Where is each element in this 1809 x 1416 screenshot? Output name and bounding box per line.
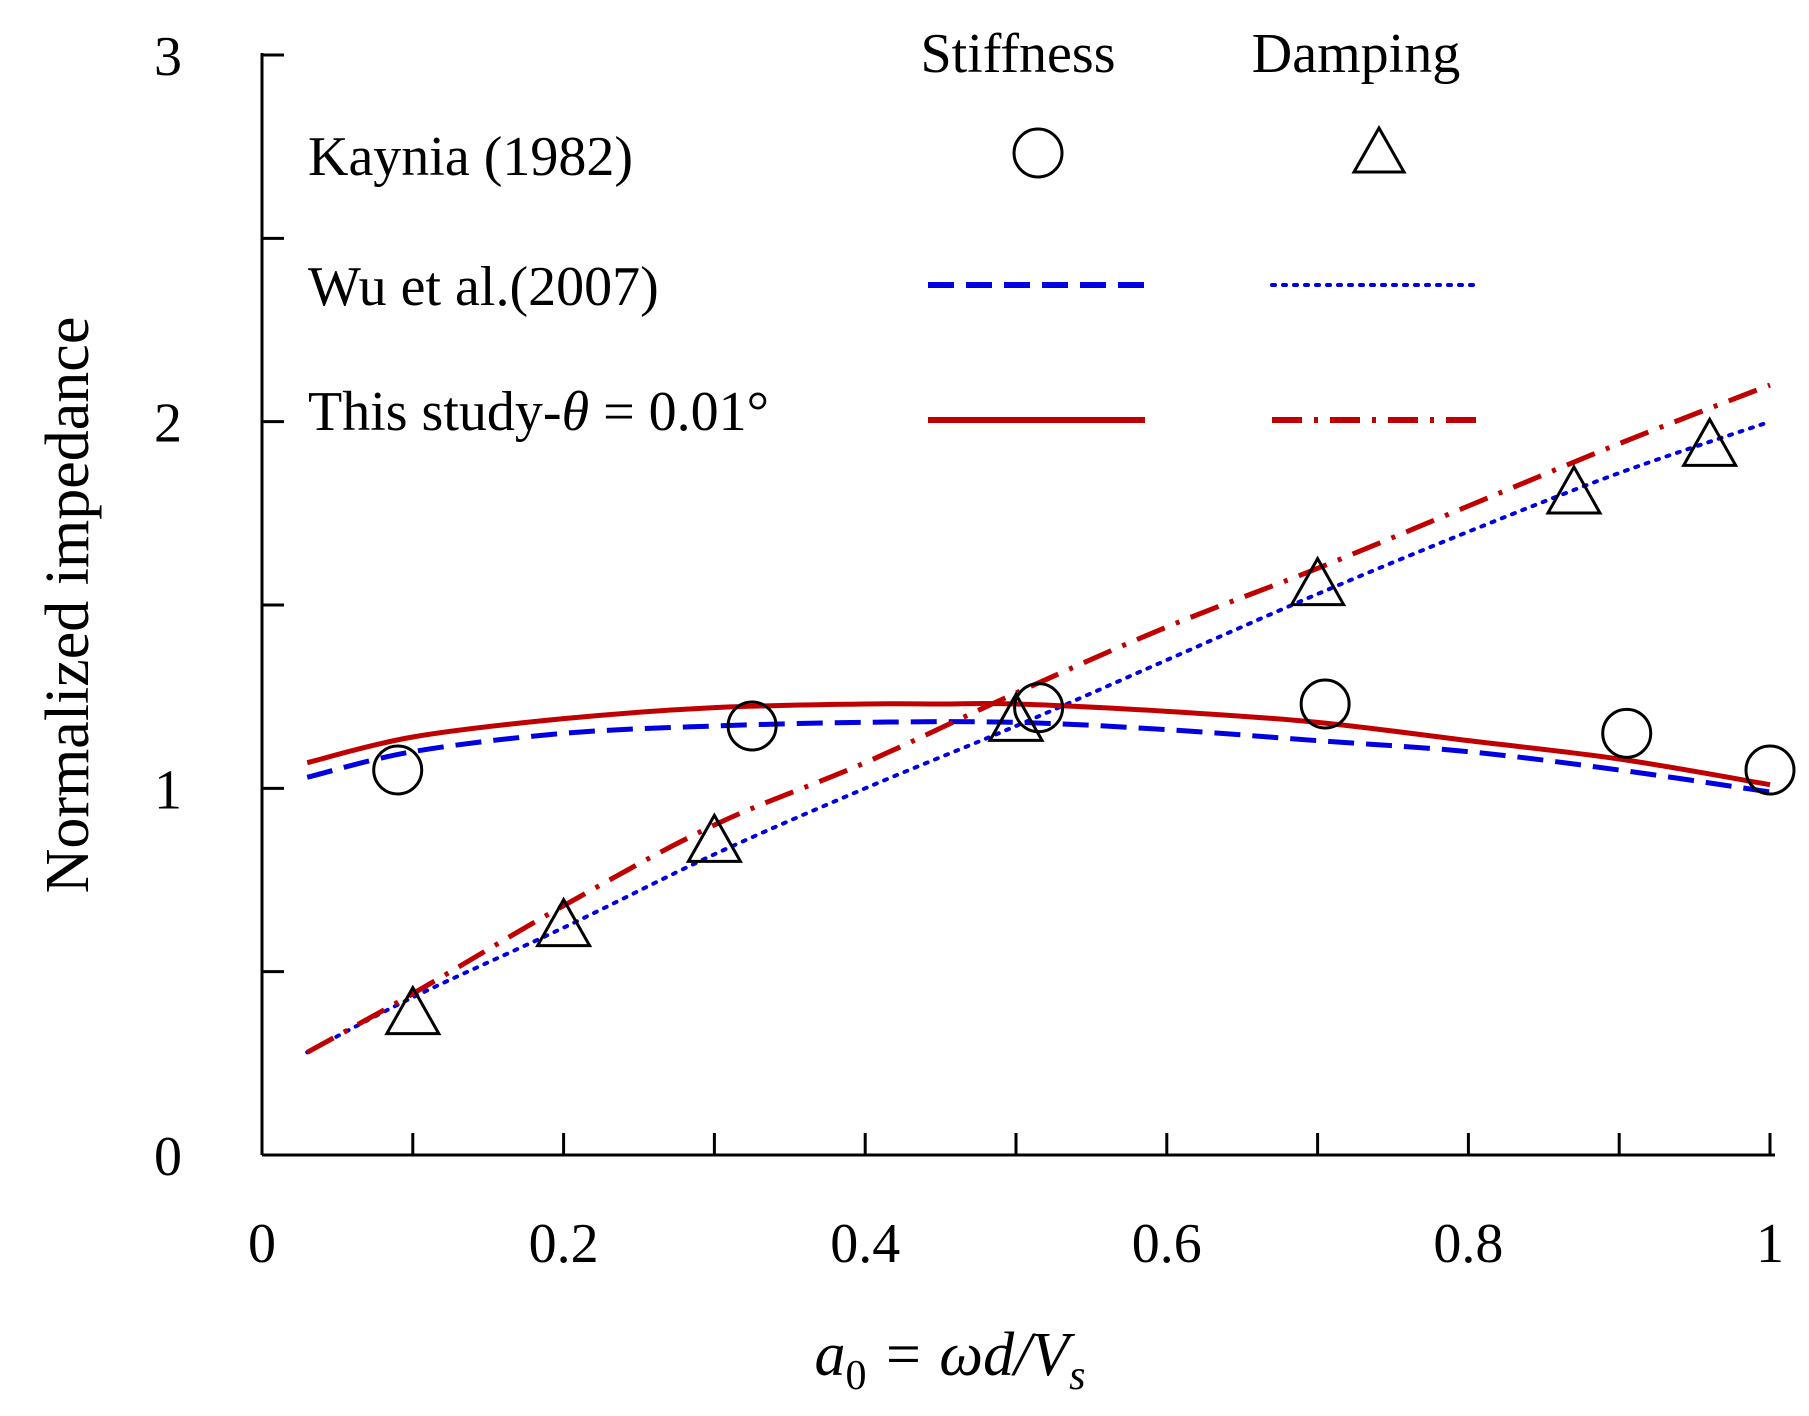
y-tick-label: 1: [154, 759, 182, 821]
x-axis-title-rest: = ωd/V: [866, 1321, 1075, 1389]
legend-label-this-study: This study-θ = 0.01°: [308, 381, 769, 443]
axis-ticks: [260, 53, 1772, 1157]
x-tick-label: 0.2: [529, 1213, 599, 1275]
legend-label-kaynia: Kaynia (1982): [308, 126, 633, 188]
y-axis-title: Normalized impedance: [34, 317, 102, 894]
x-tick-label: 0: [248, 1213, 276, 1275]
point-kaynia-1982-stiffness: [1601, 707, 1653, 759]
y-tick-label: 2: [154, 393, 182, 455]
point-kaynia-1982-damping: [685, 812, 743, 863]
x-tick-label: 0.8: [1433, 1213, 1503, 1275]
point-kaynia-1982-damping: [987, 691, 1045, 742]
series-line-this-study-stiffness: [306, 700, 1771, 788]
series-line-wu-et-al-2007-damping: [305, 419, 1772, 1055]
point-kaynia-1982-stiffness: [372, 744, 424, 796]
x-tick-label: 0.6: [1132, 1213, 1202, 1275]
series-layer: [305, 382, 1772, 1055]
x-tick-label: 0.4: [830, 1213, 900, 1275]
legend-marker-kaynia-damping: [1351, 124, 1407, 174]
point-kaynia-1982-damping: [535, 896, 593, 948]
x-tick-label: 1: [1756, 1213, 1784, 1275]
legend-marker-kaynia-stiffness: [1012, 127, 1064, 179]
series-line-this-study-damping: [306, 382, 1771, 1055]
legend-header-damping: Damping: [1252, 23, 1460, 85]
point-kaynia-1982-stiffness: [1299, 678, 1351, 730]
markers-layer: [372, 416, 1796, 1036]
legend-label-this-study-prefix: This study-: [308, 381, 562, 443]
point-kaynia-1982-stiffness: [1744, 744, 1796, 796]
y-tick-label: 3: [154, 26, 182, 88]
point-kaynia-1982-damping: [1289, 555, 1347, 607]
legend-label-wu: Wu et al.(2007): [308, 256, 659, 318]
legend: Stiffness Damping Kaynia (1982) Wu et al…: [308, 23, 1482, 443]
series-line-wu-et-al-2007-stiffness: [306, 719, 1771, 795]
legend-label-theta-symbol: θ: [562, 381, 590, 443]
point-kaynia-1982-damping: [384, 984, 442, 1036]
y-tick-label: 0: [154, 1126, 182, 1188]
legend-header-stiffness: Stiffness: [921, 23, 1116, 85]
legend-label-this-study-suffix: = 0.01°: [589, 381, 769, 443]
x-axis-title-sub: 0: [845, 1353, 866, 1399]
point-kaynia-1982-stiffness: [726, 700, 778, 752]
tick-labels: 0 0.2 0.4 0.6 0.8 1 0 1 2 3: [154, 26, 1784, 1275]
x-axis-title-sub2: s: [1069, 1353, 1085, 1399]
x-axis-title-base: a: [814, 1321, 845, 1389]
x-axis-title: a0 = ωd/Vs: [814, 1321, 1085, 1399]
point-kaynia-1982-damping: [1545, 463, 1603, 515]
point-kaynia-1982-damping: [1681, 416, 1739, 467]
